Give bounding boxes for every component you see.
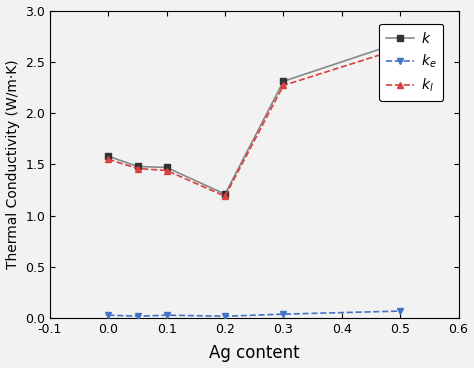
$k_e$ bbox=[281, 312, 286, 316]
$k$ bbox=[135, 164, 140, 169]
Legend: $k$, $k_e$, $k_l$: $k$, $k_e$, $k_l$ bbox=[379, 24, 443, 101]
$k_l$ bbox=[135, 166, 140, 171]
$k$ bbox=[397, 40, 403, 45]
$k_e$ bbox=[106, 313, 111, 317]
$k_e$ bbox=[397, 309, 403, 313]
$k_l$ bbox=[106, 157, 111, 162]
Line: $k$: $k$ bbox=[105, 39, 404, 198]
$k_l$ bbox=[222, 194, 228, 198]
$k$ bbox=[222, 192, 228, 197]
Line: $k_l$: $k_l$ bbox=[105, 45, 404, 200]
$k_l$ bbox=[397, 46, 403, 51]
$k_l$ bbox=[281, 83, 286, 88]
$k$ bbox=[106, 154, 111, 158]
$k_e$ bbox=[222, 314, 228, 318]
$k_l$ bbox=[164, 168, 170, 173]
$k_e$ bbox=[164, 313, 170, 317]
$k$ bbox=[281, 79, 286, 84]
$k_e$ bbox=[135, 314, 140, 318]
Y-axis label: Thermal Conductivity (W/m·K): Thermal Conductivity (W/m·K) bbox=[6, 60, 19, 269]
X-axis label: Ag content: Ag content bbox=[209, 344, 300, 362]
Line: $k_e$: $k_e$ bbox=[105, 308, 404, 320]
$k$ bbox=[164, 165, 170, 170]
